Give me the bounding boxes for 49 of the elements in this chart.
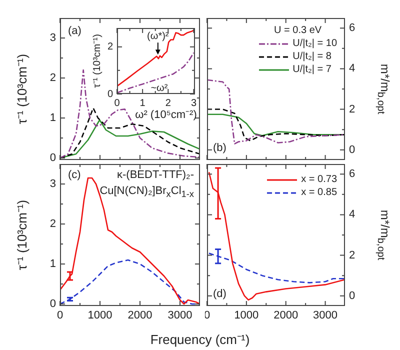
line-series xyxy=(208,252,345,284)
x-tick-label: 2 xyxy=(165,98,172,109)
y-tick-label: 2 xyxy=(50,218,56,230)
y-tick-label: 2 xyxy=(50,72,56,84)
y-axis-title: τ⁻¹ (10³cm⁻¹) xyxy=(92,34,103,88)
annotation: (ω*)² xyxy=(147,30,169,42)
y-tick-label: 0 xyxy=(50,152,56,164)
y-tick-label: 0 xyxy=(50,298,56,310)
y-tick-label: 0 xyxy=(349,290,356,302)
x-tick-label: 0 xyxy=(114,98,120,109)
y-tick-label: 6 xyxy=(349,22,356,34)
x-tick-label: 1 xyxy=(140,98,146,109)
legend-label: x = 0.85 xyxy=(301,187,337,198)
annotation: (a) xyxy=(68,25,82,37)
x-tick-label: 2000 xyxy=(274,310,298,322)
x-tick-label: 3 xyxy=(190,98,197,109)
line-series xyxy=(207,108,345,142)
x-axis-title: Frequency (cm⁻¹) xyxy=(150,332,250,347)
x-tick-label: 1000 xyxy=(234,310,259,322)
legend-title: U = 0.3 eV xyxy=(273,25,323,36)
x-tick-label: 1000 xyxy=(88,310,112,322)
annotation: (d) xyxy=(213,288,226,300)
legend-label: x = 0.73 xyxy=(301,174,337,185)
annotation: κ-(BEDT-TTF)₂- xyxy=(117,169,194,181)
annotation: ~ω² xyxy=(150,83,168,94)
annotation: Cu[N(CN)₂]Br$_{x}$Cl$_{1-x}$ xyxy=(100,185,194,200)
y-tick-label: 2 xyxy=(349,249,356,262)
line-series xyxy=(60,107,200,159)
y-tick-label: 1 xyxy=(50,112,56,124)
x-tick-label: 2000 xyxy=(128,310,152,322)
legend-label: U/|t₂| = 10 xyxy=(292,38,337,49)
y-tick-label: 6 xyxy=(349,168,356,180)
y-axis-title: τ⁻¹ (10³cm⁻¹) xyxy=(14,200,30,270)
legend-label: U/|t₂| = 7 xyxy=(292,64,332,75)
y-tick-label: 0 xyxy=(349,144,356,156)
y-tick-label: 3 xyxy=(50,32,56,44)
x-axis-title: ω² (10⁵cm⁻²) xyxy=(135,109,197,121)
line-series xyxy=(207,79,345,144)
y-tick-label: 4 xyxy=(349,62,356,75)
y-tick-label: 1 xyxy=(50,258,56,270)
x-tick-label: 3000 xyxy=(313,310,338,322)
y-axis-title: τ⁻¹ (10³cm⁻¹) xyxy=(14,54,30,124)
annotation: (c) xyxy=(68,169,81,181)
y-tick-label: 4 xyxy=(349,208,356,221)
x-tick-label: 3000 xyxy=(168,310,192,322)
y-tick-label: 3 xyxy=(50,178,56,190)
annotation: (b) xyxy=(213,142,226,154)
legend-label: U/|t₂| = 8 xyxy=(292,51,332,62)
line-series xyxy=(117,52,194,94)
